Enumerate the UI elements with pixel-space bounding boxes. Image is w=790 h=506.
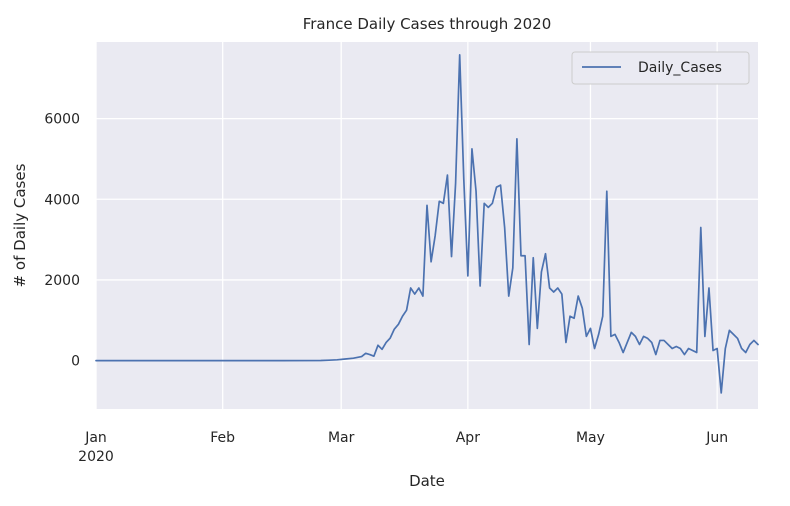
y-tick-label: 6000 [44,112,80,128]
series-layer [95,54,759,394]
y-tick-label: 2000 [44,273,80,289]
legend-label: Daily_Cases [638,60,722,76]
x-tick-label: Feb [210,430,235,446]
x-tick-label: Mar [328,430,355,446]
x-tick-label: Jan [84,430,107,446]
plot-area [96,42,758,409]
y-tick-label: 4000 [44,192,80,208]
legend: Daily_Cases [571,51,750,85]
y-axis-label: # of Daily Cases [11,163,29,287]
x-tick-label: Apr [456,430,480,446]
x-tick-sublabel: 2020 [78,449,114,465]
chart-title: France Daily Cases through 2020 [303,15,552,33]
y-axis-ticks: 0 2000 4000 6000 [44,112,80,370]
x-tick-label: Jun [705,430,728,446]
y-tick-label: 0 [71,354,80,370]
x-axis-label: Date [409,472,445,490]
x-axis-ticks: Jan 2020 Feb Mar Apr May Jun [78,430,728,465]
x-tick-label: May [576,430,605,446]
series-line [95,54,759,394]
legend-box [571,51,750,85]
